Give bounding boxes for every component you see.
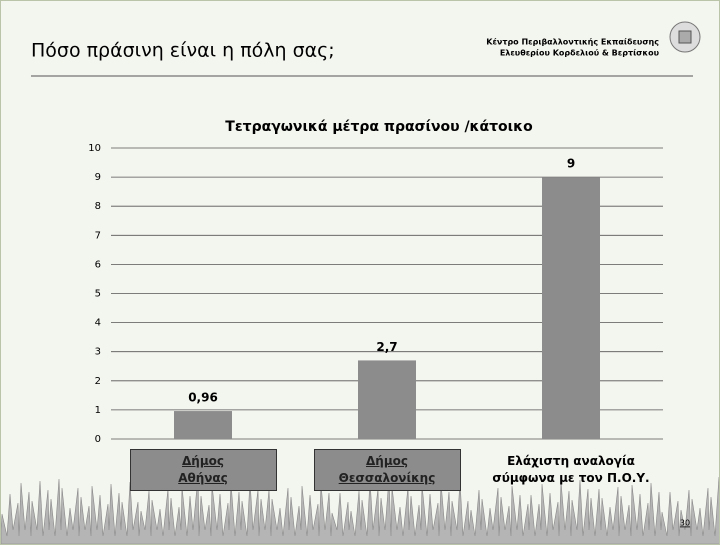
slide: Πόσο πράσινη είναι η πόλη σας; Κέντρο Πε…: [0, 0, 720, 545]
organization-line: Ελευθερίου Κορδελιού & Βερτίσκου: [500, 48, 660, 58]
slide-title: Πόσο πράσινη είναι η πόλη σας;: [31, 40, 335, 62]
x-tick-label: Ελάχιστη αναλογία σύμφωνα με τον Π.Ο.Υ.: [491, 449, 651, 491]
logo-inner: [679, 31, 691, 43]
chart-title: Τετραγωνικά μέτρα πρασίνου /κάτοικο: [225, 119, 533, 135]
y-tick-label: 1: [95, 405, 101, 416]
y-tick-label: 8: [95, 201, 101, 212]
y-tick-label: 4: [95, 318, 101, 329]
x-tick-label: Δήμος Θεσσαλονίκης: [314, 449, 461, 491]
organization-line: Κέντρο Περιβαλλοντικής Εκπαίδευσης: [486, 37, 659, 47]
y-tick-label: 10: [88, 143, 101, 154]
value-label: 2,7: [376, 340, 397, 354]
value-label: 9: [567, 157, 575, 171]
y-tick-label: 9: [95, 172, 101, 183]
y-tick-label: 2: [95, 376, 101, 387]
y-tick-label: 5: [95, 289, 101, 300]
value-label: 0,96: [188, 391, 218, 405]
y-tick-label: 7: [95, 230, 101, 241]
bar: [542, 177, 600, 439]
bar: [358, 360, 416, 439]
y-tick-label: 3: [95, 347, 101, 358]
x-tick-label: Δήμος Αθήνας: [130, 449, 277, 491]
page-number: 30: [680, 519, 690, 528]
bar: [174, 411, 232, 439]
y-tick-label: 0: [95, 434, 101, 445]
y-tick-label: 6: [95, 259, 101, 270]
